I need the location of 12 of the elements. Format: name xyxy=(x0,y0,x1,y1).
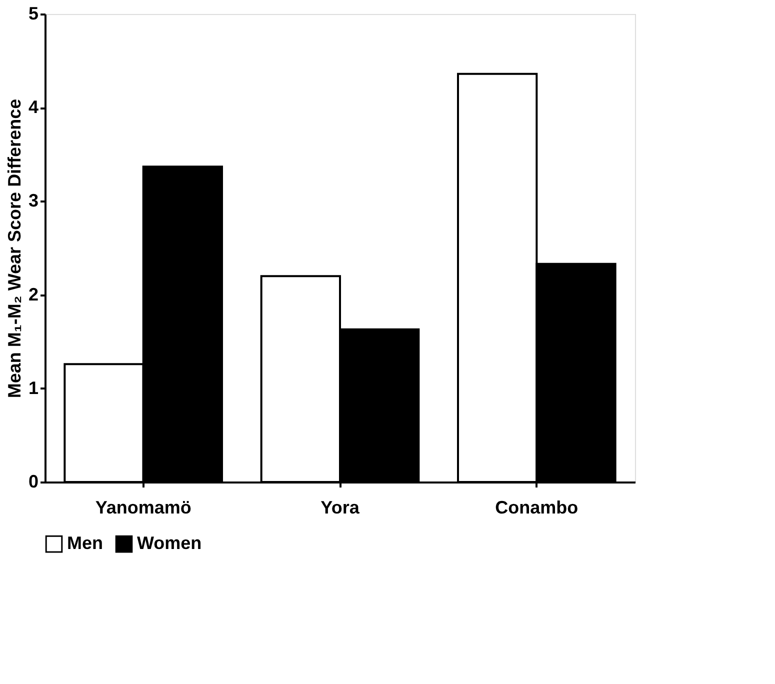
y-tick-label: 5 xyxy=(28,4,38,24)
legend-label: Women xyxy=(137,533,202,554)
y-tick-label: 3 xyxy=(28,190,38,211)
y-tick-label: 2 xyxy=(28,284,38,304)
y-tick-label: 4 xyxy=(28,97,38,118)
x-tick-label: Conambo xyxy=(495,498,578,518)
legend-label: Men xyxy=(67,533,103,554)
x-tick-label: Yora xyxy=(320,498,360,518)
y-axis-title: Mean M₁-M₂ Wear Score Difference xyxy=(4,98,24,398)
x-tick-label: Yanomamö xyxy=(95,498,192,518)
y-tick-label: 0 xyxy=(28,472,38,492)
y-tick-label: 1 xyxy=(28,378,38,398)
